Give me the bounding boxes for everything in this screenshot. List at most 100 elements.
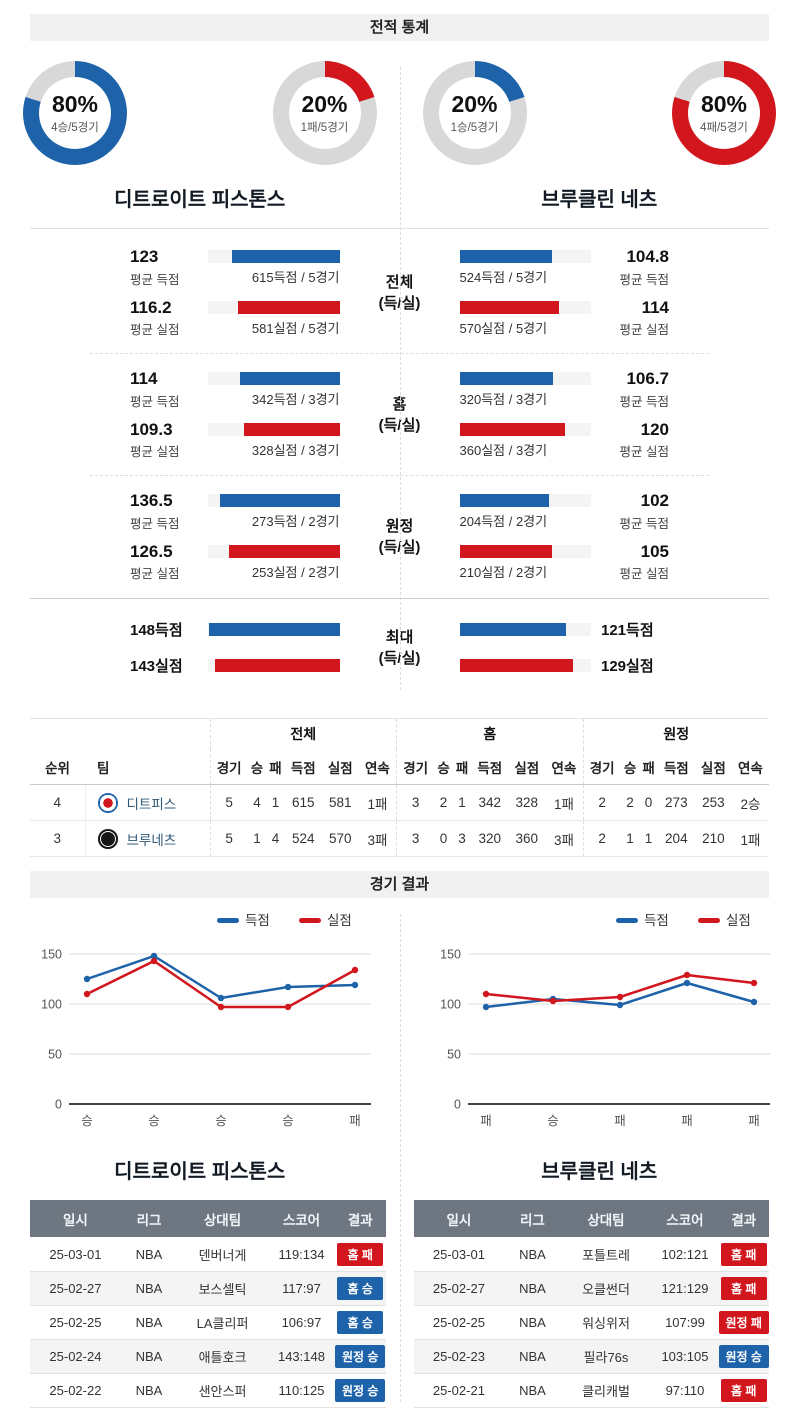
donut-sub-text: 4패/5경기 (700, 119, 748, 135)
game-result-cell: 원정 승 (335, 1339, 385, 1373)
standings-col-header: 승 (621, 749, 640, 785)
stat-caption: 평균 득점 (601, 391, 669, 410)
section-separator (90, 475, 709, 476)
x-tick-label: 패 (614, 1114, 626, 1128)
max-bar-fill-scored (209, 623, 339, 636)
stat-value: 126.5 (130, 542, 198, 562)
standings-stat-cell: 2 (583, 785, 621, 821)
legend-label: 득점 (644, 913, 669, 928)
standings-stat-cell: 1패 (732, 821, 769, 857)
donut-row: 80%4승/5경기 20%1패/5경기 20%1승/5경기 80%4패/5경기 (0, 61, 799, 165)
stat-section-label: 원정(득/실) (354, 516, 446, 558)
max-bar-fill-conceded (460, 659, 573, 672)
stat-section-label: 전체(득/실) (354, 272, 446, 314)
max-bar-track (208, 659, 340, 672)
stat-value: 109.3 (130, 420, 198, 440)
games-col-header: 결과 (335, 1200, 385, 1237)
data-point (218, 1004, 224, 1010)
standings-stat-cell: 2 (434, 785, 453, 821)
game-league-cell: NBA (121, 1237, 177, 1271)
x-tick-label: 승 (81, 1114, 93, 1128)
stat-bar-fill-scored (460, 250, 552, 263)
stat-value: 136.5 (130, 491, 198, 511)
games-col-header: 스코어 (268, 1200, 335, 1237)
max-bar-label: 143실점 (130, 655, 198, 676)
stat-bar-track (460, 545, 592, 558)
data-point (617, 1002, 623, 1008)
data-point (218, 995, 224, 1001)
stat-bar-label: 570실점 / 5경기 (460, 318, 592, 337)
standings-stat-cell: 1 (453, 785, 472, 821)
team-cell: 브루네츠 (86, 829, 210, 849)
standings-stat-cell: 2 (583, 821, 621, 857)
game-league-cell: NBA (504, 1305, 560, 1339)
game-league-cell: NBA (504, 1237, 560, 1271)
standings-stat-cell: 3패 (545, 821, 583, 857)
game-date-cell: 25-02-22 (30, 1373, 121, 1407)
game-date-cell: 25-02-21 (414, 1373, 505, 1407)
game-score-cell: 143:148 (268, 1339, 335, 1373)
max-bar-fill-scored (460, 623, 567, 636)
result-badge-loss: 홈 패 (721, 1243, 767, 1266)
stat-bar-block: 570실점 / 5경기 (460, 298, 592, 337)
stat-caption: 평균 실점 (601, 441, 669, 460)
game-score-cell: 110:125 (268, 1373, 335, 1407)
donut-chart-loss-rate: 20%1패/5경기 (273, 61, 377, 165)
donut-center-label: 20%1승/5경기 (423, 61, 527, 165)
standings-stat-cell: 1 (248, 821, 267, 857)
stat-bar-block: 360실점 / 3경기 (460, 420, 592, 459)
standings-stat-cell: 3 (397, 821, 435, 857)
stat-value: 102 (601, 491, 669, 511)
game-result-cell: 홈 승 (335, 1305, 385, 1339)
x-tick-label: 패 (681, 1114, 693, 1128)
game-opponent-cell: 포틀트레 (561, 1237, 652, 1271)
team-name-link[interactable]: 디트피스 (127, 793, 177, 813)
standings-col-header: 경기 (397, 749, 435, 785)
donut-center-label: 80%4패/5경기 (672, 61, 776, 165)
data-point (352, 982, 358, 988)
result-badge-win: 원정 승 (335, 1345, 385, 1368)
stat-bar-fill-scored (460, 494, 549, 507)
standings-stat-cell: 210 (695, 821, 732, 857)
donut-chart-win-rate: 80%4승/5경기 (23, 61, 127, 165)
standings-stat-cell: 615 (285, 785, 322, 821)
stat-value: 105 (601, 542, 669, 562)
stat-bar-block: 342득점 / 3경기 (208, 369, 340, 408)
standings-stat-cell: 5 (210, 785, 248, 821)
donut-chart-loss-rate: 80%4패/5경기 (672, 61, 776, 165)
standings-stat-cell: 3 (453, 821, 472, 857)
stat-bar-block: 320득점 / 3경기 (460, 369, 592, 408)
stat-bar-label: 342득점 / 3경기 (208, 389, 340, 408)
game-date-cell: 25-02-25 (414, 1305, 505, 1339)
x-tick-label: 패 (480, 1114, 492, 1128)
game-opponent-cell: LA클리퍼 (177, 1305, 268, 1339)
stat-caption: 평균 득점 (130, 513, 198, 532)
standings-col-header: 패 (266, 749, 285, 785)
team-name-link[interactable]: 브루네츠 (127, 829, 177, 849)
team-names-row: 디트로이트 피스톤스 브루클린 네츠 (0, 183, 799, 212)
max-bar-label: 129실점 (601, 655, 669, 676)
right-team-donuts: 20%1승/5경기 80%4패/5경기 (400, 61, 799, 165)
standings-stat-cell: 0 (434, 821, 453, 857)
game-opponent-cell: 워싱위저 (561, 1305, 652, 1339)
games-col-header: 결과 (719, 1200, 770, 1237)
legend-marker-득점 (616, 918, 638, 923)
standings-col-header: 실점 (322, 749, 359, 785)
